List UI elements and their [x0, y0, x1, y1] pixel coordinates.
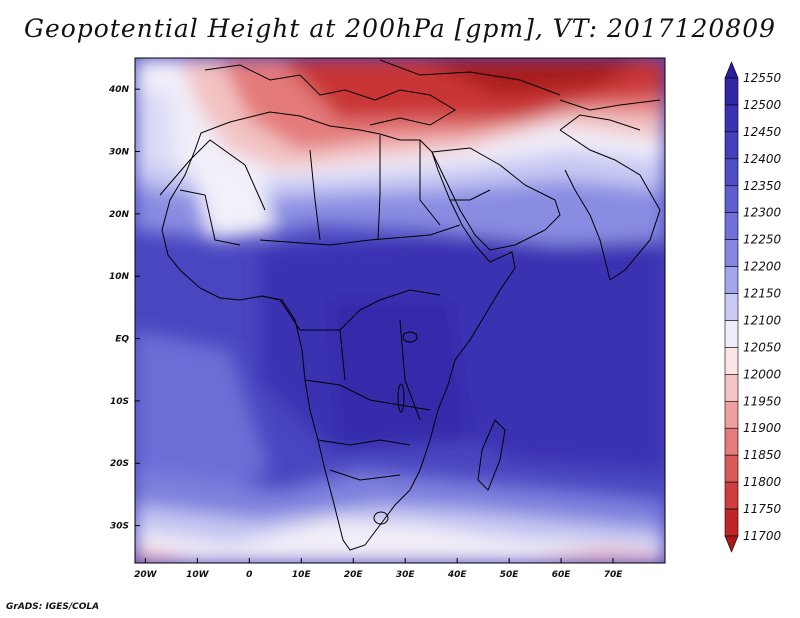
lat-tick-label: EQ: [115, 335, 129, 345]
colorbar-swatch: [724, 293, 739, 321]
lat-tick-label: 30N: [109, 148, 130, 158]
colorbar-swatch: [724, 104, 739, 133]
colorbar-label: 12350: [743, 179, 782, 193]
lat-tick-label: 20S: [110, 459, 129, 469]
height-field: [135, 58, 665, 563]
colorbar-top-arrow: [724, 61, 739, 79]
colorbar-label: 12450: [743, 125, 782, 139]
colorbar-swatch: [724, 239, 739, 267]
colorbar-label: 12050: [743, 340, 782, 354]
colorbar-label: 12400: [743, 152, 782, 166]
colorbar-swatch: [724, 212, 739, 240]
lon-tick-label: 60E: [552, 570, 572, 580]
colorbar-label: 12100: [743, 313, 782, 327]
colorbar-swatch: [724, 374, 739, 402]
colorbar-label: 12000: [743, 367, 782, 381]
lat-tick-label: 10N: [109, 272, 130, 282]
colorbar-swatch: [724, 427, 739, 456]
colorbar-label: 12150: [743, 287, 782, 301]
colorbar-swatch: [724, 266, 739, 294]
colorbar-label: 12300: [743, 206, 782, 220]
lon-tick-label: 20E: [344, 570, 364, 580]
colorbar-swatch: [724, 400, 739, 429]
lon-tick-label: 20W: [134, 570, 158, 580]
lat-tick-label: 20N: [109, 210, 130, 220]
colorbar: 12550 12500 12450 12400 12350 12300 12250 12200…: [724, 61, 782, 553]
lon-tick-label: 0: [246, 570, 252, 580]
lon-tick-label: 10E: [292, 570, 312, 580]
colorbar-label: 12250: [743, 233, 782, 247]
lon-tick-label: 10W: [186, 570, 210, 580]
colorbar-label: 12500: [743, 98, 782, 112]
lon-tick-label: 50E: [500, 570, 520, 580]
colorbar-label: 12550: [743, 71, 782, 85]
colorbar-swatch: [724, 185, 739, 214]
colorbar-swatch: [724, 320, 739, 348]
map-axes: 20W 10W 0 10E 20E 30E 40E 50E 60E 70E 40N 30N 20N 10N…: [108, 85, 623, 580]
colorbar-swatch: [724, 158, 739, 187]
lon-tick-label: 40E: [447, 570, 468, 580]
colorbar-swatch: [724, 347, 739, 375]
colorbar-swatch: [724, 77, 739, 106]
map-frame: [134, 57, 666, 564]
lon-tick-label: 30E: [396, 570, 416, 580]
grads-credit: GrADS: IGES/COLA: [6, 602, 100, 612]
lat-tick-label: 10S: [110, 397, 129, 407]
colorbar-bottom-arrow: [724, 535, 739, 553]
lat-tick-label: 30S: [110, 522, 129, 532]
map-title: Geopotential Height at 200hPa [gpm], VT:…: [23, 14, 777, 43]
lon-tick-label: 70E: [604, 570, 624, 580]
colorbar-label: 11800: [743, 475, 782, 489]
colorbar-label: 11750: [743, 502, 782, 516]
colorbar-label: 12200: [743, 260, 782, 274]
lat-tick-label: 40N: [108, 85, 130, 95]
colorbar-label: 11700: [743, 529, 782, 543]
colorbar-swatch: [724, 508, 739, 537]
colorbar-label: 11900: [743, 421, 782, 435]
coastlines: [159, 59, 661, 551]
colorbar-label: 11950: [743, 394, 782, 408]
colorbar-swatch: [724, 454, 739, 483]
colorbar-label: 11850: [743, 448, 782, 462]
colorbar-swatch: [724, 131, 739, 160]
colorbar-swatch: [724, 481, 739, 510]
